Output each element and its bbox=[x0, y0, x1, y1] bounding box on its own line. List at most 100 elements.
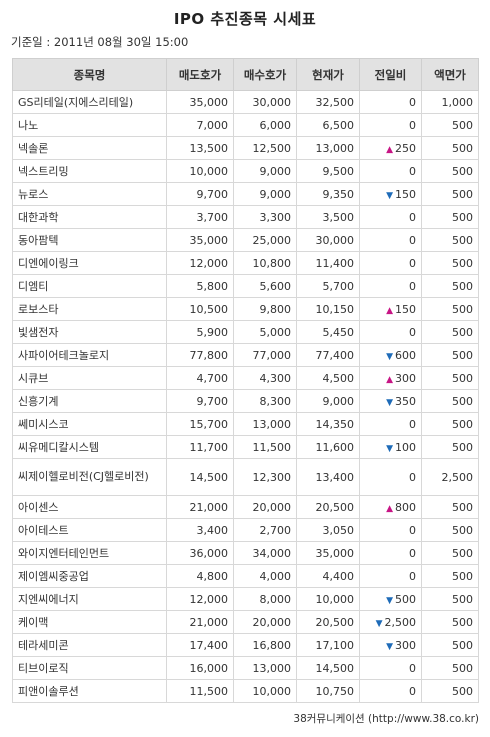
stock-name-cell: 동아팜텍 bbox=[12, 228, 167, 252]
stock-name-cell-value: 디엠티 bbox=[18, 280, 49, 293]
par-value-cell: 500 bbox=[421, 297, 479, 321]
table-row: 아이센스 21,000 20,000 20,500 ▲ 800 500 bbox=[12, 495, 479, 519]
footer-source: 38커뮤니케이션 (http://www.38.co.kr) bbox=[293, 713, 479, 725]
table-row: 씨유메디칼시스템 11,700 11,500 11,600 ▼ 100 500 bbox=[12, 435, 479, 459]
sell-price-cell: 16,000 bbox=[166, 656, 234, 680]
par-value-cell: 500 bbox=[421, 610, 479, 634]
par-value-cell-value: 2,500 bbox=[441, 470, 474, 484]
buy-price-cell-value: 34,000 bbox=[252, 546, 292, 560]
stock-name-cell-value: 제이엠씨중공업 bbox=[18, 570, 89, 583]
change-cell-value: 0 bbox=[409, 417, 416, 431]
table-header-row: 종목명 매도호가 매수호가 현재가 전일비 액면가 bbox=[12, 58, 479, 91]
change-cell: ▼ 300 bbox=[359, 633, 422, 657]
current-price-cell-value: 6,500 bbox=[322, 118, 355, 132]
current-price-cell-value: 5,700 bbox=[322, 279, 355, 293]
sell-price-cell: 12,000 bbox=[166, 251, 234, 275]
change-cell: ▼ 600 bbox=[359, 343, 422, 367]
current-price-cell-value: 20,500 bbox=[315, 500, 355, 514]
current-price-cell: 20,500 bbox=[296, 610, 360, 634]
current-price-cell: 10,000 bbox=[296, 587, 360, 611]
col-header-sell: 매도호가 bbox=[166, 58, 234, 91]
stock-name-cell-value: 쎄미시스코 bbox=[18, 418, 69, 431]
sell-price-cell: 11,700 bbox=[166, 435, 234, 459]
sell-price-cell: 21,000 bbox=[166, 610, 234, 634]
current-price-cell: 77,400 bbox=[296, 343, 360, 367]
stock-name-cell-value: 넥스트리밍 bbox=[18, 165, 69, 178]
buy-price-cell-value: 13,000 bbox=[252, 661, 292, 675]
stock-name-cell: 대한과학 bbox=[12, 205, 167, 229]
par-value-cell: 500 bbox=[421, 587, 479, 611]
stock-name-cell: GS리테일(지에스리테일) bbox=[12, 90, 167, 114]
change-cell-value: 0 bbox=[409, 95, 416, 109]
current-price-cell: 13,400 bbox=[296, 458, 360, 496]
change-cell: ▼ 2,500 bbox=[359, 610, 422, 634]
current-price-cell: 9,000 bbox=[296, 389, 360, 413]
change-cell-value: 350 bbox=[395, 394, 416, 408]
buy-price-cell: 13,000 bbox=[233, 412, 297, 436]
stock-name-cell: 티브이로직 bbox=[12, 656, 167, 680]
sell-price-cell-value: 7,000 bbox=[196, 118, 229, 132]
change-cell: 0 bbox=[359, 251, 422, 275]
par-value-cell: 500 bbox=[421, 343, 479, 367]
buy-price-cell: 16,800 bbox=[233, 633, 297, 657]
sell-price-cell-value: 17,400 bbox=[189, 638, 229, 652]
buy-price-cell: 13,000 bbox=[233, 656, 297, 680]
stock-name-cell: 씨제이헬로비전(CJ헬로비전) bbox=[12, 458, 167, 496]
par-value-cell-value: 500 bbox=[452, 210, 473, 224]
sell-price-cell-value: 15,700 bbox=[189, 417, 229, 431]
par-value-cell-value: 500 bbox=[452, 500, 473, 514]
buy-price-cell: 2,700 bbox=[233, 518, 297, 542]
current-price-cell-value: 30,000 bbox=[315, 233, 355, 247]
current-price-cell-value: 11,400 bbox=[315, 256, 355, 270]
current-price-cell-value: 14,350 bbox=[315, 417, 355, 431]
sell-price-cell-value: 36,000 bbox=[189, 546, 229, 560]
current-price-cell-value: 14,500 bbox=[315, 661, 355, 675]
stock-name-cell: 넥솔론 bbox=[12, 136, 167, 160]
change-cell: 0 bbox=[359, 412, 422, 436]
current-price-cell: 17,100 bbox=[296, 633, 360, 657]
current-price-cell-value: 17,100 bbox=[315, 638, 355, 652]
down-triangle-icon: ▼ bbox=[386, 443, 393, 454]
down-triangle-icon: ▼ bbox=[386, 190, 393, 201]
buy-price-cell-value: 10,000 bbox=[252, 684, 292, 698]
current-price-cell-value: 5,450 bbox=[322, 325, 355, 339]
stock-name-cell: 아이테스트 bbox=[12, 518, 167, 542]
buy-price-cell: 77,000 bbox=[233, 343, 297, 367]
stock-name-cell-value: 아이테스트 bbox=[18, 524, 69, 537]
current-price-cell: 9,500 bbox=[296, 159, 360, 183]
change-cell: ▲ 800 bbox=[359, 495, 422, 519]
par-value-cell-value: 500 bbox=[452, 569, 473, 583]
table-row: 쎄미시스코 15,700 13,000 14,350 0 500 bbox=[12, 412, 479, 436]
change-cell-value: 250 bbox=[395, 141, 416, 155]
stock-name-cell: 씨유메디칼시스템 bbox=[12, 435, 167, 459]
change-cell: ▲ 300 bbox=[359, 366, 422, 390]
stock-name-cell-value: 테라세미콘 bbox=[18, 639, 69, 652]
change-cell-value: 0 bbox=[409, 661, 416, 675]
current-price-cell: 13,000 bbox=[296, 136, 360, 160]
stock-name-cell: 사파이어테크놀로지 bbox=[12, 343, 167, 367]
buy-price-cell-value: 16,800 bbox=[252, 638, 292, 652]
change-cell: 0 bbox=[359, 228, 422, 252]
buy-price-cell-value: 6,000 bbox=[259, 118, 292, 132]
par-value-cell-value: 500 bbox=[452, 440, 473, 454]
table-row: 아이테스트 3,400 2,700 3,050 0 500 bbox=[12, 518, 479, 542]
buy-price-cell-value: 4,300 bbox=[259, 371, 292, 385]
buy-price-cell: 12,300 bbox=[233, 458, 297, 496]
par-value-cell-value: 500 bbox=[452, 661, 473, 675]
current-price-cell-value: 32,500 bbox=[315, 95, 355, 109]
buy-price-cell: 4,000 bbox=[233, 564, 297, 588]
change-cell: 0 bbox=[359, 656, 422, 680]
buy-price-cell-value: 13,000 bbox=[252, 417, 292, 431]
buy-price-cell: 25,000 bbox=[233, 228, 297, 252]
par-value-cell: 500 bbox=[421, 320, 479, 344]
stock-name-cell: 빛샘전자 bbox=[12, 320, 167, 344]
sell-price-cell-value: 77,800 bbox=[189, 348, 229, 362]
table-row: 지엔씨에너지 12,000 8,000 10,000 ▼ 500 500 bbox=[12, 587, 479, 611]
buy-price-cell: 20,000 bbox=[233, 610, 297, 634]
change-cell: 0 bbox=[359, 564, 422, 588]
current-price-cell-value: 4,500 bbox=[322, 371, 355, 385]
current-price-cell: 35,000 bbox=[296, 541, 360, 565]
current-price-cell-value: 3,050 bbox=[322, 523, 355, 537]
buy-price-cell-value: 25,000 bbox=[252, 233, 292, 247]
buy-price-cell-value: 12,500 bbox=[252, 141, 292, 155]
